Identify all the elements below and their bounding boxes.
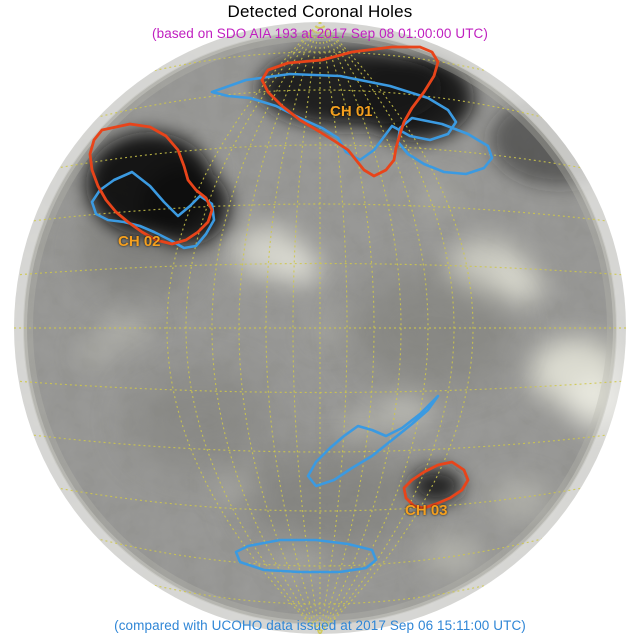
ucoho-contour-west [90,170,216,250]
heliographic-grid-meridians [166,22,474,634]
coronal-hole-contour-ch01 [260,45,440,178]
ucoho-contour-south [234,538,378,574]
page-title: Detected Coronal Holes [227,2,413,21]
comparison-caption: (compared with UCOHO data issued at 2017… [114,618,526,633]
page-subtitle: (based on SDO AIA 193 at 2017 Sep 08 01:… [152,26,488,41]
coronal-hole-contour-ch03 [402,460,470,510]
ucoho-contour-south-central [306,394,440,488]
coronal-hole-contour-ch02 [88,122,214,246]
detected-coronal-hole-contours [88,45,470,510]
